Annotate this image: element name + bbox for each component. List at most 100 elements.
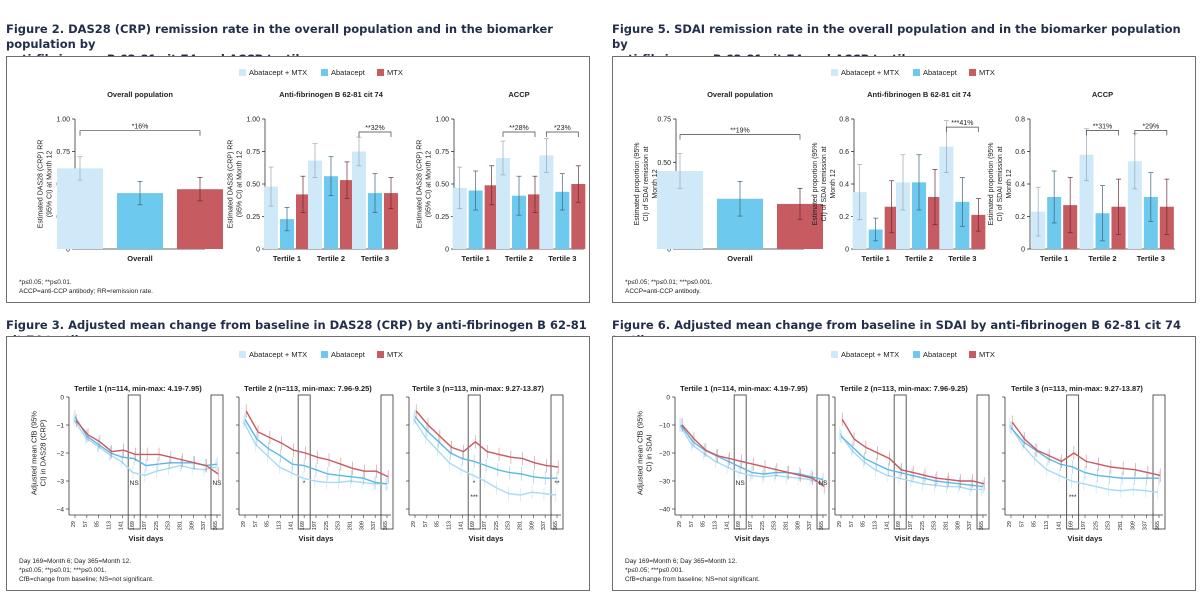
series-line bbox=[415, 410, 559, 468]
x-tick-label: 113 bbox=[873, 521, 879, 530]
y-tick-label: 1.00 bbox=[56, 117, 70, 124]
series-line bbox=[680, 424, 824, 481]
y-axis-label: Estimated proportion (95% bbox=[812, 143, 819, 226]
legend-label: Abatacept + MTX bbox=[841, 350, 899, 359]
y-axis-label: Month 12 bbox=[652, 169, 659, 198]
y-tick-label: 0.75 bbox=[56, 149, 70, 156]
x-axis-label: Visit days bbox=[129, 534, 164, 543]
significance-label: *23% bbox=[554, 125, 571, 132]
x-tick-label: 29 bbox=[241, 521, 247, 527]
x-tick-label: 141 bbox=[118, 521, 124, 530]
significance-label: **28% bbox=[509, 125, 528, 132]
category-label: Tertile 1 bbox=[1040, 254, 1068, 263]
line-panel-title: Tertile 2 (n=113, min-max: 7.96-9.25) bbox=[244, 384, 372, 393]
legend-swatch bbox=[239, 351, 246, 358]
x-tick-label: 337 bbox=[201, 521, 207, 530]
legend-swatch bbox=[377, 69, 384, 76]
legend-swatch bbox=[321, 351, 328, 358]
x-tick-label: 57 bbox=[1019, 521, 1025, 527]
x-tick-label: 197 bbox=[482, 521, 488, 530]
bar bbox=[57, 168, 103, 249]
x-axis-label: Visit days bbox=[1068, 534, 1103, 543]
bar bbox=[1127, 161, 1142, 249]
x-axis-label: Visit days bbox=[299, 534, 334, 543]
x-axis-label: Visit days bbox=[895, 534, 930, 543]
y-axis-label: (95% CI) at Month 12 bbox=[47, 151, 54, 218]
x-axis-label: Visit days bbox=[735, 534, 770, 543]
highlight-box bbox=[550, 394, 564, 530]
significance-label: ***41% bbox=[951, 120, 973, 127]
series-line bbox=[841, 419, 985, 485]
significance-label: **31% bbox=[1093, 123, 1112, 130]
y-axis-label: Estimated DAS28 (CRP) RR bbox=[38, 140, 45, 229]
category-label: Tertile 2 bbox=[317, 254, 345, 263]
legend-swatch bbox=[377, 351, 384, 358]
line-panel-title: Tertile 2 (n=113, min-max: 7.96-9.25) bbox=[840, 384, 968, 393]
bar bbox=[571, 184, 586, 249]
x-tick-label: 169 bbox=[300, 521, 306, 530]
fig6-panel: Abatacept + MTX Abatacept MTX Tertile 1 (n=… bbox=[612, 336, 1196, 591]
bar bbox=[468, 190, 483, 249]
line-panel-title: Tertile 1 (n=114, min-max: 4.19-7.95) bbox=[680, 384, 808, 393]
y-axis-label: Adjusted mean CfB (95% bbox=[30, 411, 39, 496]
highlight-box bbox=[816, 394, 830, 530]
legend-label: Abatacept bbox=[923, 350, 958, 359]
x-tick-label: 253 bbox=[166, 521, 172, 530]
bar bbox=[340, 180, 354, 249]
x-tick-label: 309 bbox=[1130, 521, 1136, 530]
x-tick-label: 141 bbox=[724, 521, 730, 530]
series-line bbox=[681, 424, 825, 488]
x-tick-label: 113 bbox=[277, 521, 283, 530]
line-panel-title: Tertile 3 (n=113, min-max: 9.27-13.87) bbox=[412, 384, 544, 393]
x-tick-label: 253 bbox=[772, 521, 778, 530]
significance-bracket bbox=[945, 126, 979, 133]
x-tick-label: 57 bbox=[253, 521, 259, 527]
series-line bbox=[839, 432, 982, 491]
significance-mark: NS bbox=[818, 480, 828, 487]
significance-bracket bbox=[1086, 130, 1119, 136]
bar bbox=[308, 160, 322, 249]
bar bbox=[1143, 197, 1158, 249]
y-axis-label: Estimated proportion (95% bbox=[988, 143, 995, 226]
significance-mark: *** bbox=[1069, 494, 1077, 501]
significance-bracket bbox=[1134, 130, 1168, 136]
x-tick-label: 253 bbox=[1106, 521, 1112, 530]
y-axis-label: Month 12 bbox=[1006, 169, 1013, 198]
x-tick-label: 57 bbox=[689, 521, 695, 527]
y-axis-label: Estimated DAS28 (CRP) RR bbox=[417, 140, 424, 229]
bar bbox=[280, 219, 294, 249]
fig5-chart: Abatacept + MTX Abatacept MTX Overall popul… bbox=[625, 68, 1175, 295]
y-tick-label: 0.2 bbox=[839, 214, 849, 221]
legend-swatch bbox=[321, 69, 328, 76]
x-tick-label: 337 bbox=[807, 521, 813, 530]
series-line bbox=[1010, 427, 1159, 479]
y-tick-label: −20 bbox=[659, 451, 670, 458]
y-axis-label: CI) in DAS28 (CRP) bbox=[39, 419, 48, 486]
significance-mark: NS bbox=[736, 480, 746, 487]
x-tick-label: 309 bbox=[795, 521, 801, 530]
y-tick-label: −1 bbox=[57, 423, 65, 430]
x-tick-label: 365 bbox=[1155, 521, 1161, 530]
highlight-box bbox=[893, 394, 907, 530]
legend-swatch bbox=[831, 69, 838, 76]
y-axis-label: Month 12 bbox=[830, 169, 837, 198]
y-axis-label: (95% CI) at Month 12 bbox=[237, 151, 244, 218]
y-axis-label: CI) in SDAI bbox=[645, 434, 654, 472]
series-line bbox=[244, 419, 388, 485]
legend-label: MTX bbox=[979, 68, 995, 77]
bar-panel-title: Anti-fibrinogen B 62-81 cit 74 bbox=[867, 90, 972, 99]
category-label: Tertile 1 bbox=[273, 254, 301, 263]
bar bbox=[496, 158, 510, 249]
significance-mark: * bbox=[303, 480, 306, 487]
series-line bbox=[243, 421, 386, 485]
y-tick-label: 0.8 bbox=[1015, 117, 1025, 124]
bar bbox=[368, 193, 382, 249]
significance-label: **32% bbox=[365, 125, 384, 132]
x-tick-label: 29 bbox=[1007, 521, 1013, 527]
bar bbox=[852, 192, 867, 249]
bar-panel-title: ACCP bbox=[508, 90, 529, 99]
x-tick-label: 281 bbox=[178, 521, 184, 530]
x-tick-label: 85 bbox=[861, 521, 867, 527]
category-label: Tertile 3 bbox=[948, 254, 976, 263]
bar bbox=[555, 191, 570, 249]
